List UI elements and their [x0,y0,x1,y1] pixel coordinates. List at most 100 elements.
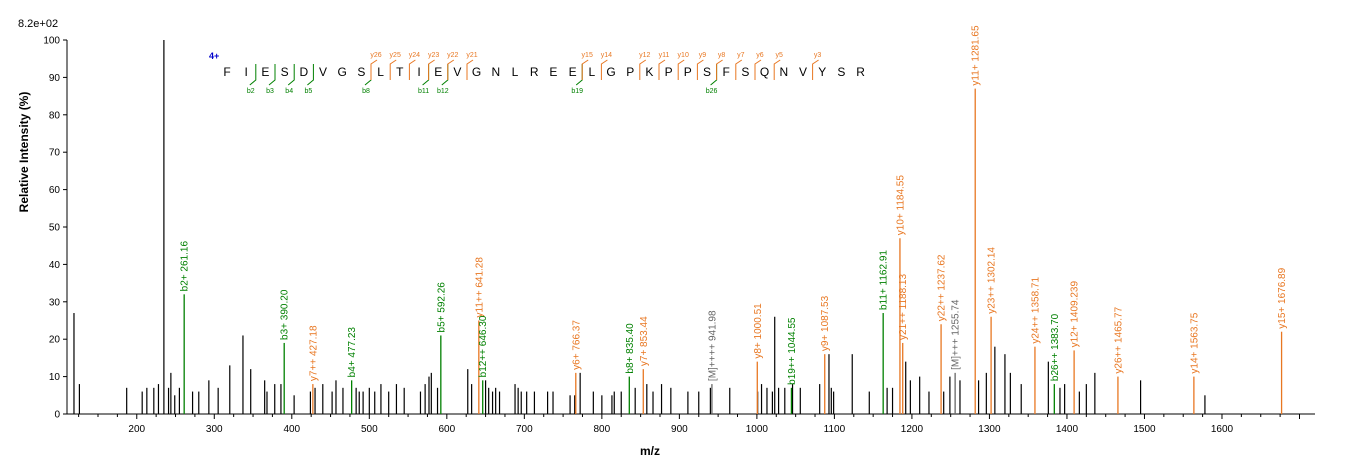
x-tick-label: 800 [594,424,611,435]
peak-annotation-label: y21++ 1188.13 [898,274,909,340]
x-tick-label: 400 [283,424,300,435]
y-ion-label: y5 [775,52,783,59]
x-tick-label: 1300 [978,424,1001,435]
sequence-residue: V [799,65,807,79]
peak-annotation-label: y12+ 1409.239 [1070,281,1081,348]
b-ion-bracket [364,64,372,86]
sequence-residue: G [338,65,347,79]
sequence-residue: G [472,65,481,79]
peak-annotation-label: [M]++++ 941.98 [707,310,718,381]
sequence-residue: K [645,65,653,79]
x-tick-label: 500 [361,424,378,435]
peak-annotation-label: [M]+++ 1255.74 [951,299,962,370]
precursor-charge-label: 4+ [209,51,219,61]
x-tick-label: 1500 [1133,424,1156,435]
sequence-residue: E [261,65,269,79]
peak-annotation-label: b4+ 477.23 [347,327,358,378]
y-axis-title: Relative Intensity (%) [17,92,31,213]
x-tick-label: 1100 [824,424,846,435]
b-ion-label: b26 [706,88,718,95]
y-tick-label: 100 [43,36,60,47]
y-ion-bracket [735,59,743,80]
x-tick-label: 300 [206,424,223,435]
peak-annotation-label: b5+ 592.26 [436,282,447,333]
b-ion-label: b11 [418,88,429,95]
y-ion-bracket [754,59,762,80]
sequence-residue: S [837,65,845,79]
peak-annotation-label: b3+ 390.20 [280,289,291,340]
x-tick-label: 700 [516,424,533,435]
y-tick-label: 0 [54,410,60,421]
y-ion-bracket [812,59,819,80]
y-tick-label: 80 [49,110,61,121]
peak-annotation-label: b8+ 835.40 [625,323,636,374]
x-tick-label: 900 [671,424,688,435]
sequence-residue: E [569,65,577,79]
b-ion-label: b3 [266,88,274,95]
peak-annotation-label: y23++ 1302.14 [987,247,998,314]
sequence-residue: S [741,65,749,79]
y-tick-label: 90 [49,73,61,84]
b-ion-bracket [268,64,276,86]
y-ion-bracket [466,59,474,80]
b-ion-bracket [710,64,718,86]
sequence-residue: D [299,65,308,79]
y-ion-label: y22 [447,52,458,59]
sequence-residue: F [223,65,230,79]
y-ion-label: y25 [390,52,401,59]
b-ion-label: b5 [305,88,313,95]
x-axis-title: m/z [640,444,660,458]
sequence-residue: P [665,65,673,79]
sequence-residue: L [512,65,519,79]
peak-annotation-label: y26++ 1465.77 [1113,306,1124,373]
peak-annotation-label: y24++ 1358.71 [1030,277,1041,344]
y-ion-bracket [716,59,723,80]
b-ion-bracket [249,64,257,86]
sequence-residue: L [588,65,595,79]
x-tick-label: 1000 [746,424,769,435]
y-ion-label: y9 [699,52,707,59]
peak-annotation-label: y9+ 1087.53 [820,295,831,351]
y-ion-label: y7 [737,52,745,59]
peak-annotation-label: y8+ 1000.51 [753,303,764,359]
y-ion-label: y8 [718,52,726,59]
y-ion-bracket [581,59,589,80]
y-tick-label: 70 [49,148,61,159]
sequence-residue: P [626,65,634,79]
y-ion-bracket [447,59,455,80]
peak-annotation-label: y7+ 853.44 [639,316,650,366]
b-ion-bracket [441,64,449,86]
y-ion-bracket [696,59,704,80]
sequence-residue: Q [760,65,769,79]
sequence-residue: G [606,65,615,79]
sequence-residue: E [549,65,557,79]
y-ion-bracket [428,59,435,80]
y-ion-bracket [408,59,416,80]
y-tick-label: 60 [49,185,61,196]
y-ion-label: y24 [409,52,420,59]
sequence-residue: I [245,65,248,79]
sequence-residue: V [319,65,327,79]
y-ion-label: y11 [659,52,670,59]
y-tick-label: 50 [49,223,61,234]
y-ion-bracket [773,59,781,80]
x-tick-label: 200 [128,424,145,435]
y-ion-bracket [370,59,378,80]
sequence-residue: V [453,65,461,79]
max-intensity-label: 8.2e+02 [18,18,58,30]
sequence-residue: P [684,65,692,79]
peak-annotation-label: y6+ 766.37 [571,320,582,370]
b-ion-bracket [575,64,583,86]
peak-annotation-label: y15+ 1676.89 [1277,267,1288,328]
peak-annotation-label: y7++ 427.18 [308,325,319,381]
sequence-residue: R [856,65,865,79]
sequence-residue: S [281,65,289,79]
y-ion-bracket [639,59,647,80]
sequence-residue: N [779,65,788,79]
y-ion-label: y26 [370,52,381,59]
y-ion-label: y6 [756,52,764,59]
peak-annotation-label: y11++ 641.28 [474,257,485,318]
peak-annotation-label: b12++ 646.30 [478,315,489,377]
y-ion-bracket [600,59,608,80]
